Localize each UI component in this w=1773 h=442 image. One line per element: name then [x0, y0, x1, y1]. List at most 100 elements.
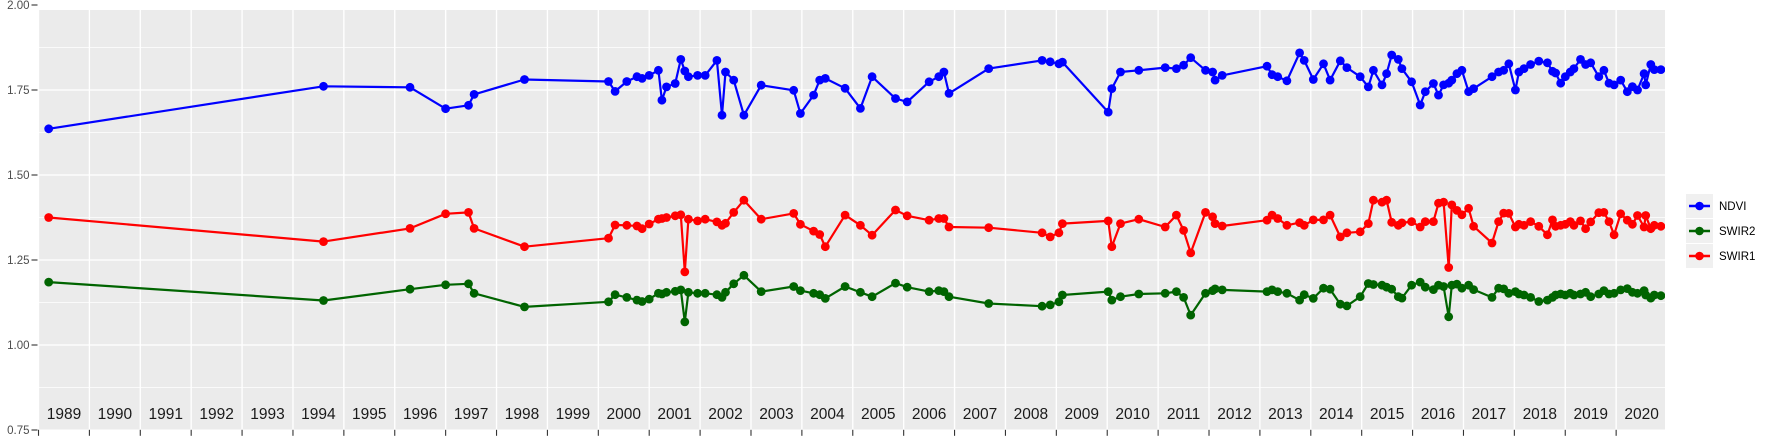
series-swir2-point	[1342, 301, 1352, 311]
series-ndvi-point	[1407, 77, 1416, 87]
series-swir2-point	[662, 287, 671, 297]
series-swir1-point	[1543, 230, 1552, 240]
year-label: 2008	[1014, 406, 1048, 423]
series-swir1-point	[604, 233, 613, 243]
series-swir1-point	[680, 267, 690, 277]
series-swir1-point	[1058, 219, 1067, 229]
legend: NDVI SWIR2 SWIR1	[1686, 194, 1755, 268]
series-ndvi-point	[1420, 87, 1430, 97]
series-ndvi-point	[1511, 85, 1520, 95]
series-swir2-point	[891, 278, 900, 288]
series-swir1-point	[1656, 221, 1665, 231]
series-ndvi-point	[1262, 61, 1272, 71]
series-swir2-point	[1186, 310, 1196, 320]
series-ndvi-point	[1387, 50, 1397, 60]
series-swir2-point	[1369, 280, 1378, 289]
series-swir1-point	[1569, 220, 1579, 230]
series-swir1-point	[820, 242, 830, 252]
series-swir2-point	[944, 292, 954, 302]
series-swir2-point	[1201, 288, 1210, 298]
series-swir2-point	[1282, 288, 1292, 298]
series-ndvi-point	[1434, 90, 1443, 100]
series-swir1-point	[693, 216, 702, 226]
series-ndvi-point	[1534, 56, 1544, 66]
series-ndvi-point	[1639, 69, 1649, 79]
series-swir1-point	[1186, 248, 1196, 258]
series-swir2-point	[1172, 287, 1181, 296]
series-ndvi-point	[44, 124, 54, 134]
series-swir2-point	[469, 288, 479, 298]
series-swir2-point	[789, 282, 799, 291]
series-swir2-point	[902, 282, 912, 292]
series-swir1-point	[469, 224, 479, 233]
series-ndvi-point	[1649, 65, 1659, 74]
series-swir1-point	[1609, 230, 1619, 240]
series-ndvi-point	[924, 77, 934, 87]
series-swir1-point	[1208, 212, 1217, 222]
series-ndvi-point	[820, 74, 830, 83]
series-swir1-point	[1487, 238, 1497, 248]
series-ndvi-point	[1103, 107, 1113, 117]
series-swir1-point	[644, 219, 654, 229]
series-swir1-point	[1103, 216, 1113, 226]
series-swir2-point	[984, 299, 994, 308]
series-ndvi-point	[1519, 64, 1529, 73]
series-swir2-point	[1335, 299, 1345, 309]
series-ndvi-point	[984, 64, 994, 73]
series-swir1-point	[1179, 226, 1188, 235]
series-ndvi-point	[1179, 60, 1188, 70]
series-swir2-point	[520, 302, 529, 312]
series-swir1-point	[756, 214, 766, 224]
series-ndvi-point	[1397, 64, 1407, 73]
series-ndvi-point	[1342, 63, 1352, 72]
series-swir2-point	[1299, 290, 1309, 300]
series-swir1-point	[984, 223, 994, 233]
series-ndvi-point	[867, 72, 877, 82]
series-ndvi-point	[662, 82, 671, 92]
legend-label-swir2: SWIR2	[1719, 226, 1755, 238]
year-label: 1993	[250, 406, 284, 423]
series-ndvi-point	[1599, 65, 1609, 75]
legend-item-ndvi: NDVI	[1686, 194, 1746, 218]
series-swir2-point	[840, 282, 850, 291]
year-label: 2003	[759, 406, 793, 423]
y-axis-label: 1.25	[7, 255, 29, 267]
series-swir1-point	[840, 210, 850, 220]
series-swir1-point	[1633, 211, 1642, 220]
year-label: 1999	[556, 406, 590, 423]
series-swir2-point	[729, 279, 739, 289]
year-label: 1990	[98, 406, 133, 423]
series-ndvi-point	[1656, 65, 1665, 74]
series-swir1-point	[464, 208, 473, 217]
series-swir2-point	[1616, 285, 1626, 295]
y-axis-label: 1.00	[7, 340, 29, 352]
series-ndvi-point	[1058, 57, 1067, 67]
y-axis-label: 0.75	[7, 425, 29, 437]
series-swir1-point	[1576, 216, 1585, 226]
series-swir1-point	[1308, 215, 1318, 225]
series-swir2-point	[441, 280, 450, 290]
series-swir2-point	[684, 287, 693, 297]
series-swir2-point	[1134, 289, 1144, 299]
series-swir2-point	[1210, 284, 1220, 294]
series-swir2-point	[1487, 293, 1497, 302]
series-ndvi-point	[809, 90, 818, 100]
series-swir2-point	[637, 297, 647, 306]
series-ndvi-point	[441, 104, 450, 114]
series-swir1-point	[939, 214, 949, 223]
series-swir1-point	[891, 205, 900, 215]
year-label: 2004	[810, 406, 845, 423]
legend-key-point-swir1	[1695, 251, 1704, 261]
series-swir2-point	[721, 287, 730, 297]
series-swir1-point	[729, 208, 739, 217]
series-swir1-point	[1325, 210, 1335, 220]
series-swir1-point	[1599, 208, 1609, 217]
year-label: 2018	[1523, 406, 1557, 423]
series-swir1-point	[662, 213, 671, 222]
series-swir2-point	[1519, 290, 1529, 300]
series-ndvi-point	[405, 82, 415, 92]
series-swir1-point	[1319, 215, 1328, 225]
series-swir2-point	[867, 292, 877, 302]
legend-item-swir2: SWIR2	[1686, 219, 1755, 243]
